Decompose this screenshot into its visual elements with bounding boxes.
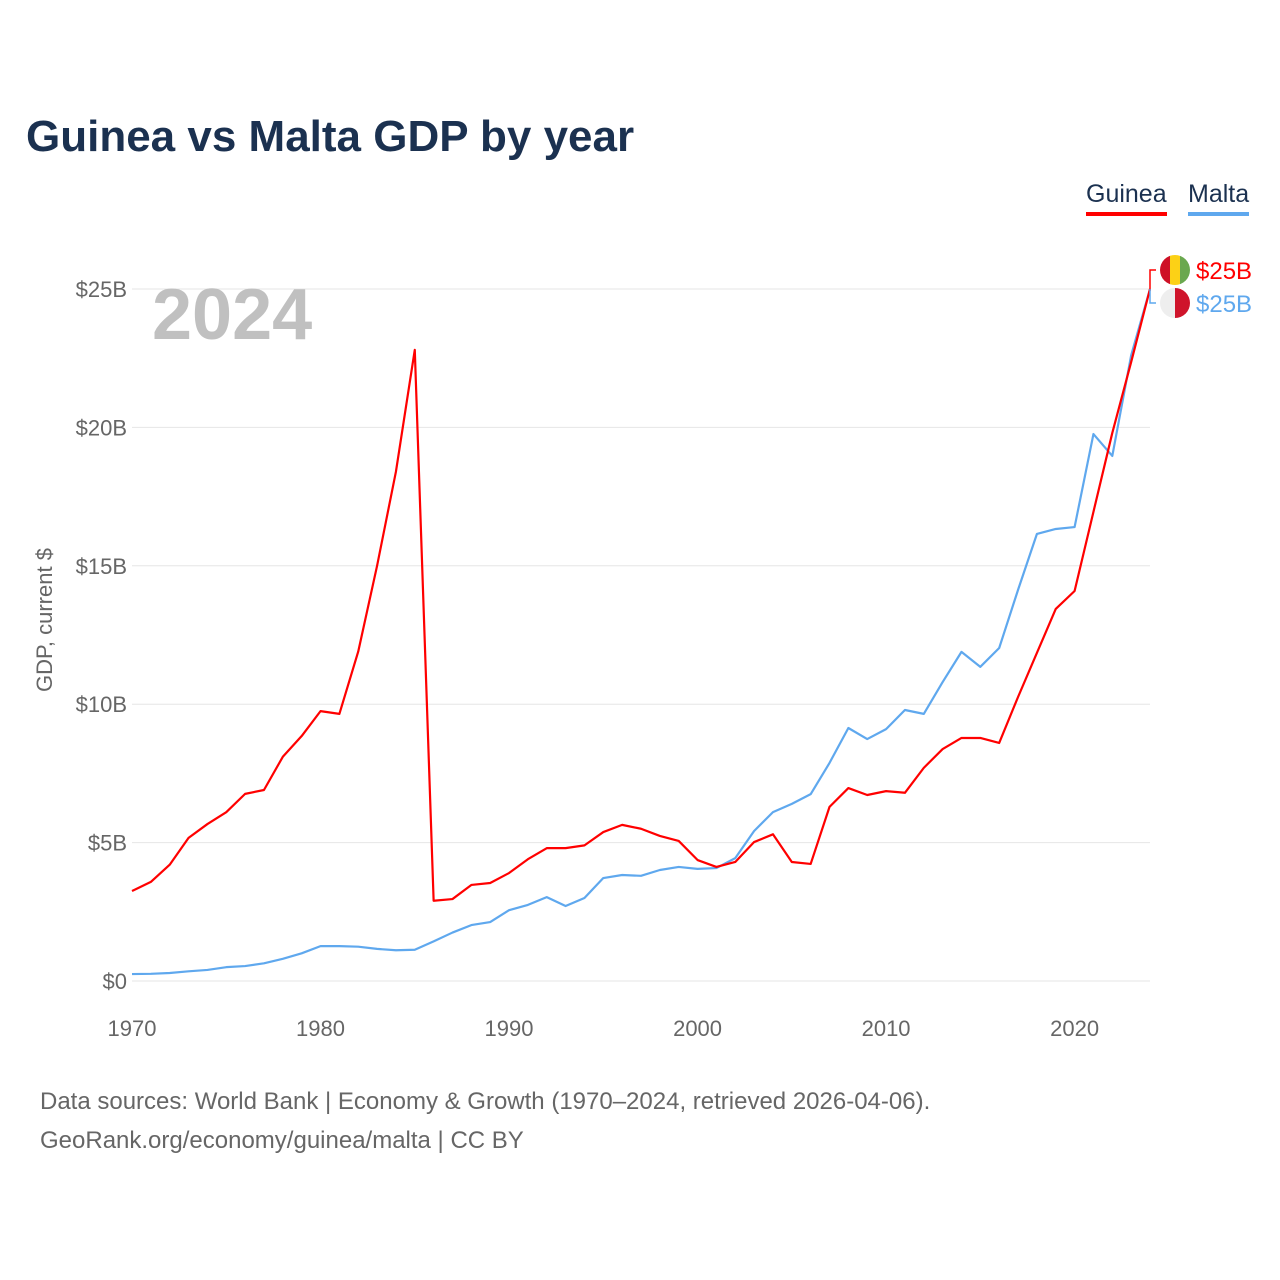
y-tick-label: $15B [76, 554, 127, 579]
flag-stripe [1160, 255, 1171, 285]
footer: Data sources: World Bank | Economy & Gro… [40, 1082, 930, 1160]
x-tick-label: 1990 [485, 1016, 534, 1041]
x-tick-label: 2020 [1050, 1016, 1099, 1041]
flag-guinea-icon [1160, 255, 1190, 285]
footer-sources: Data sources: World Bank | Economy & Gro… [40, 1088, 931, 1115]
flag-stripe [1160, 288, 1176, 318]
series-line-guinea [131, 288, 1152, 902]
x-tick-label: 2010 [862, 1016, 911, 1041]
chart-title: Guinea vs Malta GDP by year [26, 112, 635, 161]
flag-stripe [1175, 288, 1190, 318]
x-tick-label: 1970 [108, 1016, 157, 1041]
flag-malta-icon [1160, 288, 1190, 318]
footer-attribution[interactable]: GeoRank.org/economy/guinea/malta | CC BY [40, 1127, 524, 1154]
y-axis-label: GDP, current $ [32, 548, 57, 692]
legend-guinea[interactable]: Guinea [1086, 180, 1167, 216]
x-tick-label: 1980 [296, 1016, 345, 1041]
series-line-malta [131, 288, 1152, 976]
end-connector [1149, 269, 1156, 289]
legend-malta[interactable]: Malta [1188, 180, 1250, 216]
y-tick-label: $0 [103, 969, 127, 994]
end-value-label-malta: $25B [1196, 291, 1252, 318]
y-tick-label: $5B [88, 831, 127, 856]
year-label: 2024 [152, 275, 312, 355]
y-tick-label: $10B [76, 692, 127, 717]
flag-stripe [1180, 255, 1190, 285]
x-tick-label: 2000 [673, 1016, 722, 1041]
end-connector [1149, 289, 1156, 304]
y-tick-label: $25B [76, 277, 127, 302]
end-value-label-guinea: $25B [1196, 258, 1252, 285]
flag-stripe [1170, 255, 1181, 285]
y-tick-label: $20B [76, 415, 127, 440]
